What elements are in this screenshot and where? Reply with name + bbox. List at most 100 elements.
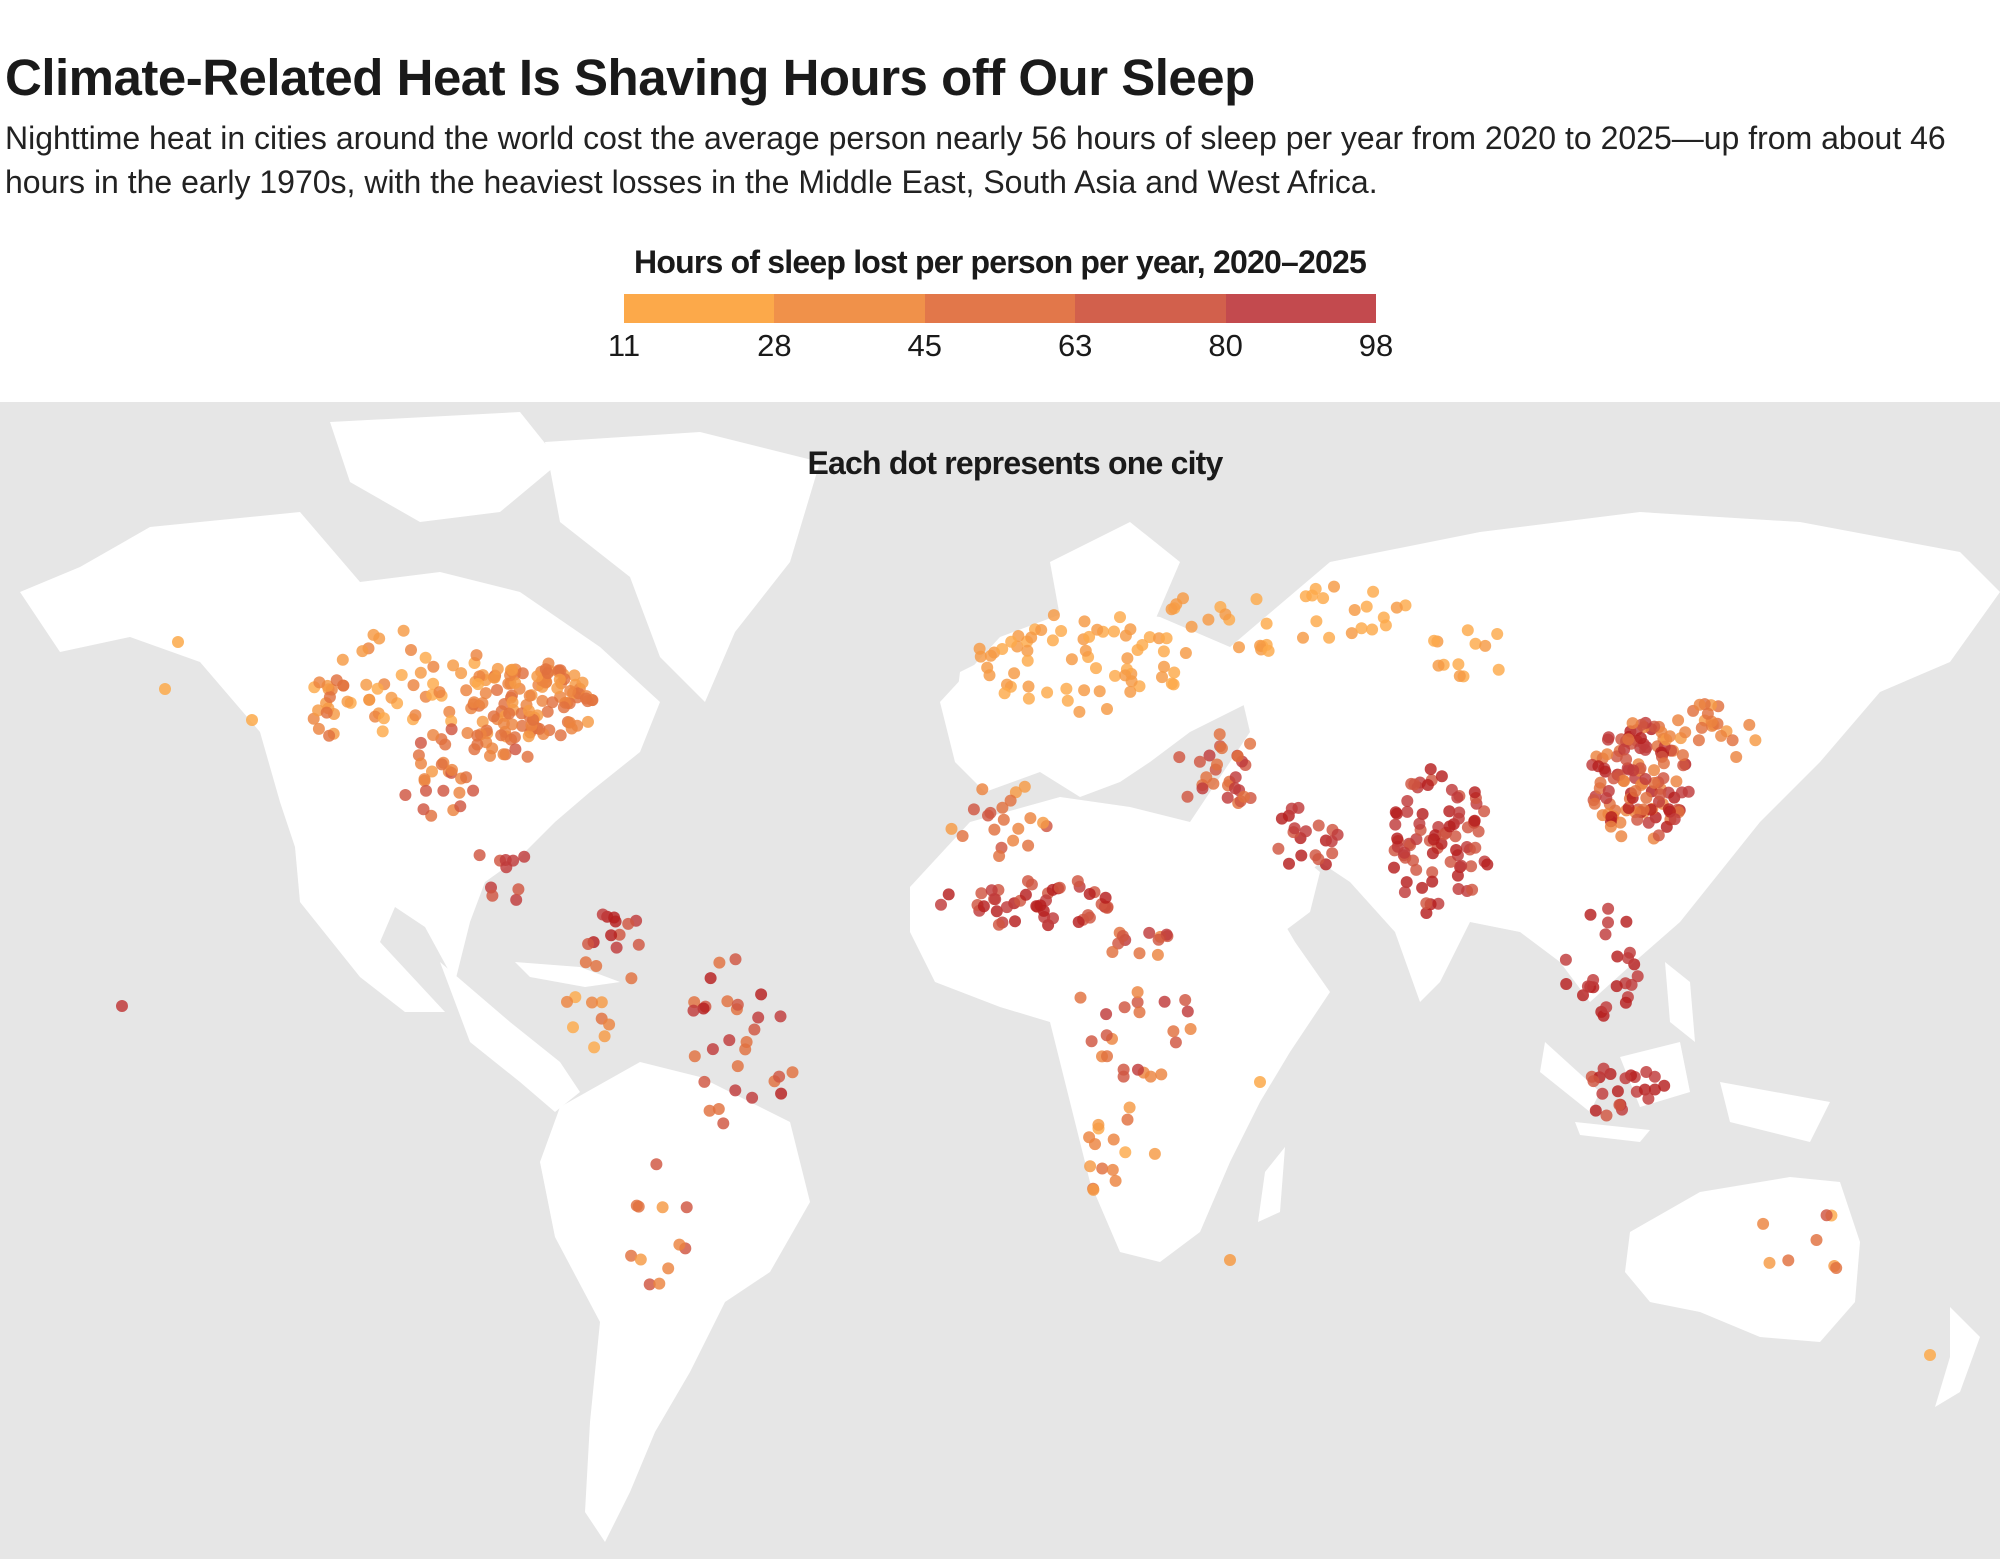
city-dot xyxy=(590,960,603,972)
city-dot xyxy=(1468,814,1481,827)
city-dot xyxy=(1047,609,1060,622)
city-dot xyxy=(1071,875,1084,888)
city-dot xyxy=(1379,619,1392,632)
city-dot xyxy=(1692,734,1705,747)
color-legend: Hours of sleep lost per person per year,… xyxy=(608,244,1393,374)
city-dot xyxy=(596,908,609,921)
city-dot xyxy=(312,722,325,735)
city-dot xyxy=(1830,1262,1843,1274)
city-dot xyxy=(1055,625,1068,637)
city-dot xyxy=(557,701,570,714)
city-dot xyxy=(1254,1076,1266,1088)
legend-tick: 98 xyxy=(1358,328,1394,363)
city-dot xyxy=(1401,795,1414,807)
city-dot xyxy=(975,887,988,900)
legend-swatch-1 xyxy=(774,294,925,323)
city-dot xyxy=(1167,1025,1180,1038)
city-dot xyxy=(1060,682,1073,695)
land-arabia xyxy=(1190,822,1320,942)
city-dot xyxy=(1453,670,1466,682)
city-dot xyxy=(516,719,529,732)
city-dot xyxy=(1617,774,1630,787)
city-dot xyxy=(1143,926,1156,939)
city-dot xyxy=(1648,1070,1661,1083)
city-dot xyxy=(420,784,432,797)
city-dot xyxy=(531,670,544,683)
city-dot xyxy=(1065,653,1078,666)
city-dot xyxy=(399,789,412,801)
city-dot xyxy=(1589,1104,1602,1117)
city-dot xyxy=(1108,625,1120,638)
city-dot xyxy=(1622,802,1635,814)
city-dot xyxy=(503,707,516,720)
city-dot xyxy=(1260,617,1273,630)
city-dot xyxy=(1600,1001,1613,1014)
city-dot xyxy=(1074,991,1087,1004)
city-dot xyxy=(1288,822,1301,835)
city-dot xyxy=(1620,753,1633,766)
city-dot xyxy=(1018,780,1031,793)
city-dot xyxy=(579,956,592,969)
city-dot xyxy=(723,1034,736,1047)
city-dot xyxy=(1124,685,1137,698)
city-dot xyxy=(1022,692,1035,705)
city-dot xyxy=(1408,778,1421,791)
city-dot xyxy=(1156,671,1168,684)
city-dot xyxy=(1262,644,1275,657)
city-dot xyxy=(598,1030,611,1043)
city-dot xyxy=(437,784,450,797)
city-dot xyxy=(1046,634,1059,647)
city-dot xyxy=(1663,730,1676,743)
city-dot xyxy=(1652,829,1665,842)
city-dot xyxy=(172,636,184,648)
city-dot xyxy=(993,850,1006,862)
city-dot xyxy=(1640,791,1653,804)
city-dot xyxy=(1203,749,1216,762)
city-dot xyxy=(1391,832,1404,845)
city-dot xyxy=(371,682,384,695)
city-dot xyxy=(427,729,440,741)
legend-tick: 63 xyxy=(1057,328,1093,363)
city-dot xyxy=(1100,1029,1113,1042)
city-dot xyxy=(1481,858,1494,871)
city-dot xyxy=(942,888,955,901)
city-dot xyxy=(1101,1050,1113,1063)
city-dot xyxy=(703,1104,716,1117)
city-dot xyxy=(1388,861,1400,874)
city-dot xyxy=(1401,805,1414,818)
city-dot xyxy=(1478,805,1491,818)
city-dot xyxy=(1648,1083,1661,1096)
city-dot xyxy=(1638,1083,1651,1096)
city-dot xyxy=(1743,718,1756,731)
city-dot xyxy=(1428,634,1441,647)
city-dot xyxy=(541,705,554,718)
city-dot xyxy=(1642,816,1655,829)
city-dot xyxy=(998,687,1011,700)
city-dot xyxy=(731,998,744,1011)
city-dot xyxy=(527,713,539,726)
city-dot xyxy=(1348,604,1361,616)
city-dot xyxy=(1599,928,1612,941)
city-dot xyxy=(1701,707,1714,720)
city-dot xyxy=(414,666,427,679)
city-dot xyxy=(1604,820,1617,833)
city-dot xyxy=(989,893,1002,906)
city-dot xyxy=(1326,847,1339,860)
city-dot xyxy=(1323,631,1336,644)
city-dot xyxy=(1416,808,1429,820)
city-dot xyxy=(1924,1349,1936,1361)
city-dot xyxy=(1367,585,1380,598)
city-dot xyxy=(486,889,499,902)
city-dot xyxy=(1648,764,1660,777)
legend-title: Hours of sleep lost per person per year,… xyxy=(634,244,1367,280)
city-dot xyxy=(1620,915,1633,928)
city-dot xyxy=(996,801,1009,814)
city-dot xyxy=(336,653,349,666)
city-dot xyxy=(1491,628,1504,640)
legend-swatch-2 xyxy=(924,294,1076,323)
city-dot xyxy=(1007,834,1020,847)
city-dot xyxy=(1820,1209,1833,1222)
city-dot xyxy=(409,709,422,722)
city-dot xyxy=(1207,777,1220,790)
city-dot xyxy=(415,757,427,770)
